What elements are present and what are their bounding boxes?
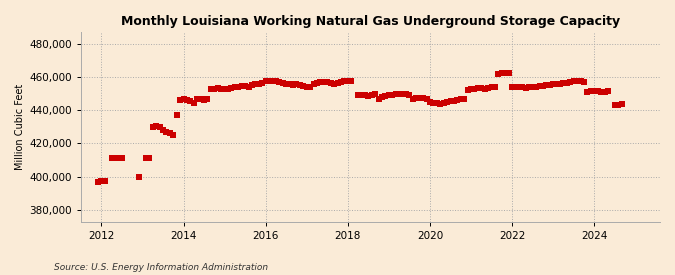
Text: Source: U.S. Energy Information Administration: Source: U.S. Energy Information Administ… [54,263,268,272]
Title: Monthly Louisiana Working Natural Gas Underground Storage Capacity: Monthly Louisiana Working Natural Gas Un… [121,15,620,28]
Y-axis label: Million Cubic Feet: Million Cubic Feet [15,84,25,170]
